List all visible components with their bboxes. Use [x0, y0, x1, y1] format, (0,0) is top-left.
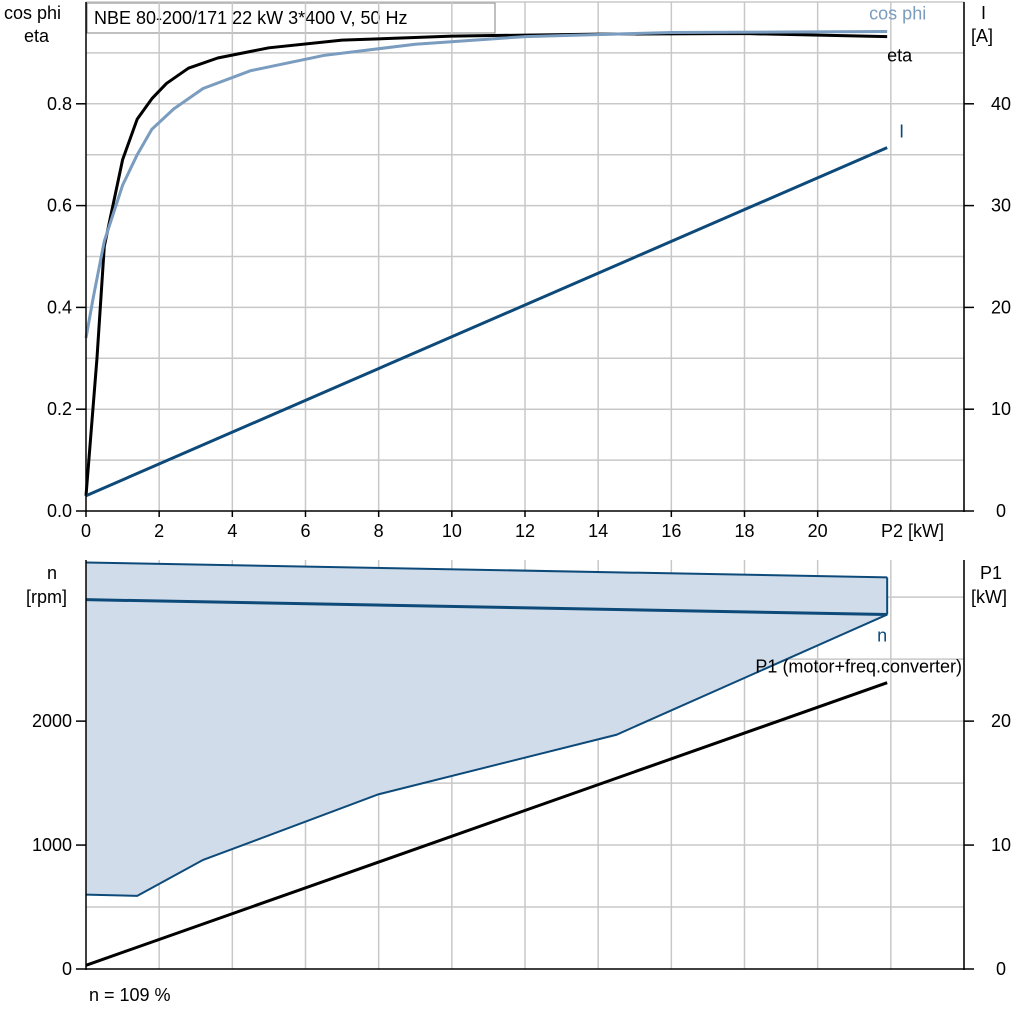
x-tick-label: 2 — [154, 521, 164, 541]
upper-right-axis-label-i: I — [981, 3, 986, 23]
x-tick-label: 18 — [734, 521, 754, 541]
eta-series-line — [84, 32, 888, 496]
upper-left-axis-label-eta: eta — [24, 26, 50, 46]
x-tick-label: 6 — [300, 521, 310, 541]
x-tick-label: 14 — [588, 521, 608, 541]
lower-right-tick-label: 0 — [996, 959, 1006, 979]
x-tick-label: 4 — [227, 521, 237, 541]
upper-left-tick-label: 0.8 — [47, 94, 72, 114]
x-tick-label: 8 — [374, 521, 384, 541]
x-tick-label: 16 — [661, 521, 681, 541]
x-axis-label: P2 [kW] — [881, 521, 944, 541]
upper-right-tick-label: 0 — [996, 501, 1006, 521]
operating-range-area — [86, 562, 888, 896]
lower-left-tick-label: 1000 — [32, 835, 72, 855]
upper-left-tick-label: 0.4 — [47, 297, 72, 317]
x-tick-label: 0 — [81, 521, 91, 541]
title-box — [86, 2, 496, 34]
upper-right-tick-label: 20 — [991, 297, 1011, 317]
cos-phi-series-line — [84, 30, 888, 339]
upper-right-tick-label: 40 — [991, 94, 1011, 114]
lower-plot: 0 1000 2000 0 10 20 n P1 (motor+freq.converter) — [32, 560, 1011, 979]
upper-plot: 0.0 0.2 0.4 0.6 0.8 0 10 20 30 40 0 2 4 6 8 10 12 14 16 18 2… — [47, 1, 1011, 541]
lower-left-tick-label: 2000 — [32, 711, 72, 731]
lower-right-axis-label-p1: P1 — [980, 563, 1002, 583]
x-tick-label: 12 — [515, 521, 535, 541]
lower-left-tick-label: 0 — [62, 959, 72, 979]
cos-phi-series-label: cos phi — [869, 4, 926, 24]
speed-percent-note: n = 109 % — [89, 985, 171, 1005]
upper-left-tick-label: 0.6 — [47, 196, 72, 216]
lower-left-axis-label-n: n — [47, 563, 57, 583]
operating-range-lower-line — [85, 613, 888, 897]
i-series-label: I — [899, 122, 904, 142]
x-tick-label: 20 — [808, 521, 828, 541]
p1-series-label: P1 (motor+freq.converter) — [755, 657, 962, 677]
n-series-line — [85, 598, 888, 617]
lower-right-tick-label: 10 — [991, 835, 1011, 855]
lower-right-tick-label: 20 — [991, 711, 1011, 731]
upper-right-tick-label: 30 — [991, 196, 1011, 216]
upper-left-tick-label: 0.0 — [47, 501, 72, 521]
p1-motor-freq-converter-series-line — [85, 681, 888, 967]
upper-left-axis-label-cosphi: cos phi — [4, 3, 61, 23]
eta-series-label: eta — [887, 46, 913, 66]
upper-right-axis-label-unit: [A] — [971, 26, 993, 46]
upper-right-tick-label: 10 — [991, 399, 1011, 419]
i-series-line — [85, 146, 888, 498]
upper-left-tick-label: 0.2 — [47, 399, 72, 419]
chart-title: NBE 80-200/171 22 kW 3*400 V, 50 Hz — [94, 8, 408, 28]
x-tick-label: 10 — [442, 521, 462, 541]
lower-right-axis-label-unit: [kW] — [971, 587, 1007, 607]
operating-range-upper-line — [85, 561, 888, 579]
lower-left-axis-label-unit: [rpm] — [26, 587, 67, 607]
n-series-label: n — [877, 626, 887, 646]
